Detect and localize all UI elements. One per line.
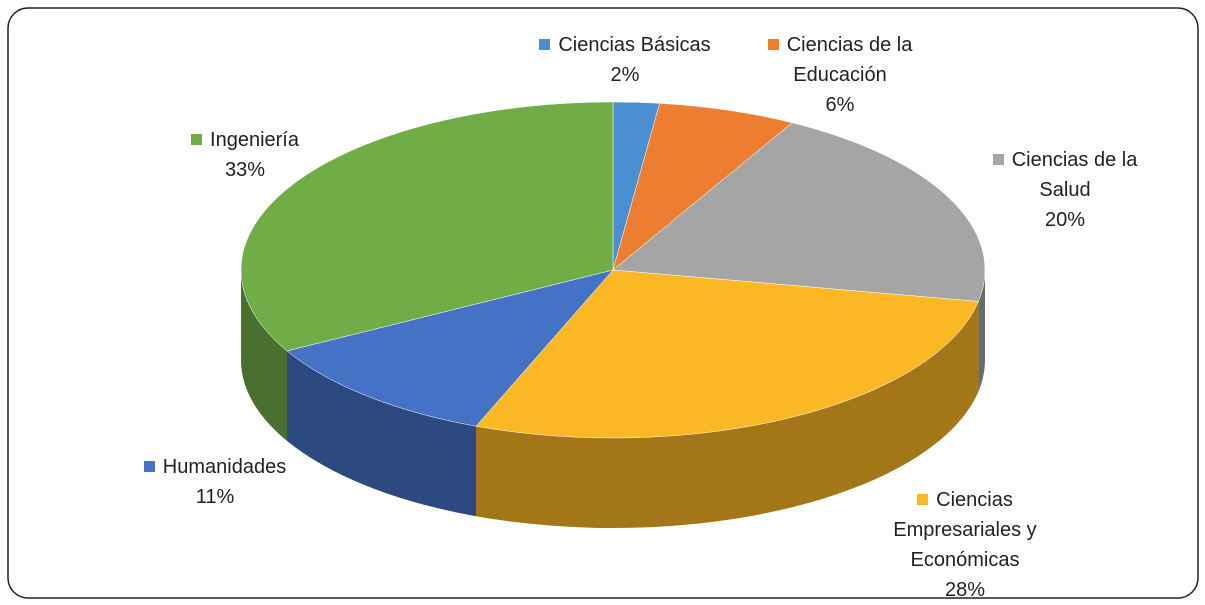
chart-border xyxy=(7,7,1199,599)
value-label: 20% xyxy=(1044,209,1086,231)
legend-marker xyxy=(917,494,929,505)
slice-side-shade xyxy=(287,350,477,517)
slice-label: Ingeniería 33% xyxy=(165,125,325,185)
slice-label: Ciencias de la Educación 6% xyxy=(750,30,930,120)
category-label: Ingeniería xyxy=(210,129,299,151)
category-label: Ciencias Empresariales y Económicas xyxy=(893,489,1037,571)
slice-side-shade xyxy=(241,270,288,441)
category-label: Ciencias de la Salud xyxy=(1011,149,1138,201)
slice xyxy=(286,269,614,427)
slice xyxy=(612,122,986,302)
slice-side xyxy=(978,270,985,392)
value-label: 6% xyxy=(825,94,855,116)
slice-side xyxy=(287,350,477,517)
value-label: 28% xyxy=(944,579,986,601)
value-label: 11% xyxy=(195,486,235,508)
slice-label: Ciencias de la Salud 20% xyxy=(975,145,1155,235)
legend-marker xyxy=(992,154,1004,165)
slice-side-shade xyxy=(476,301,979,528)
value-label: 33% xyxy=(224,159,266,181)
legend-marker xyxy=(143,461,155,472)
category-label: Ciencias Básicas xyxy=(558,34,711,56)
slice xyxy=(240,101,614,352)
slice xyxy=(612,103,793,271)
slice xyxy=(475,269,979,439)
category-label: Humanidades xyxy=(162,456,287,478)
legend-marker xyxy=(539,39,551,50)
value-label: 2% xyxy=(610,64,640,86)
slice-side xyxy=(476,301,979,528)
slice-side xyxy=(241,270,288,441)
slice-label: Humanidades 11% xyxy=(115,452,315,512)
slice-label: Ciencias Básicas 2% xyxy=(525,30,725,90)
slice-label: Ciencias Empresariales y Económicas 28% xyxy=(868,485,1063,605)
legend-marker xyxy=(767,39,779,50)
category-label: Ciencias de la Educación xyxy=(786,34,913,86)
legend-marker xyxy=(191,134,203,145)
slice-side-shade xyxy=(978,270,985,392)
